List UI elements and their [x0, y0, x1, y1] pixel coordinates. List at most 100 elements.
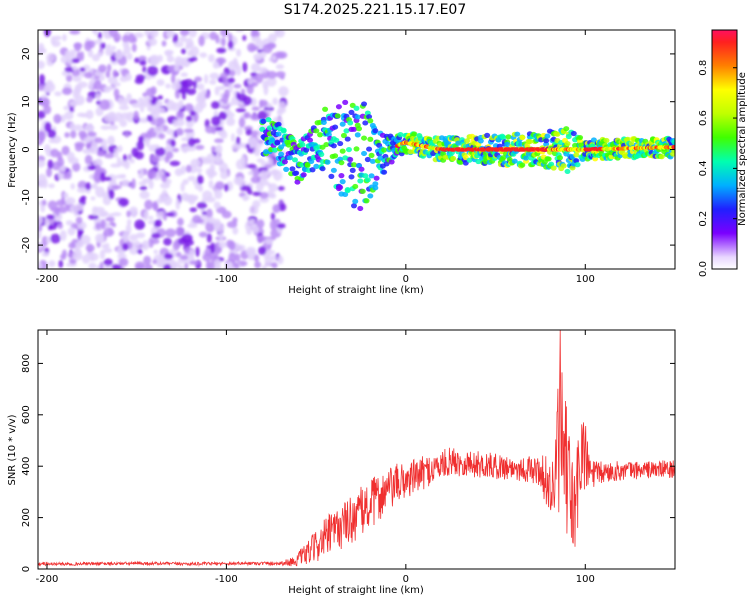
signal-cell	[354, 114, 361, 120]
signal-cell	[353, 146, 360, 152]
signal-cell	[577, 134, 584, 141]
noise-blob	[53, 113, 62, 124]
noise-blob	[226, 112, 235, 119]
signal-cell	[367, 118, 374, 124]
noise-blob	[69, 106, 74, 112]
noise-blob	[230, 133, 236, 142]
noise-blob	[79, 67, 86, 72]
noise-blob	[129, 182, 135, 189]
signal-cell	[523, 155, 530, 161]
noise-blob	[159, 182, 171, 189]
noise-blob	[199, 100, 207, 109]
signal-cell	[367, 193, 374, 199]
noise-blob	[272, 97, 279, 105]
colorbar-ticks: 0.0 0.2 0.4 0.6 0.8	[698, 60, 737, 277]
noise-blob	[206, 153, 216, 165]
signal-cell	[354, 132, 361, 138]
colorbar: 0.0 0.2 0.4 0.6 0.8 Normalized spectral ampl…	[698, 29, 748, 277]
spectrogram-signal	[259, 99, 675, 212]
noise-blob	[277, 186, 285, 191]
noise-blob	[69, 258, 77, 265]
noise-blob	[273, 30, 282, 34]
noise-blob	[96, 150, 105, 157]
noise-blob	[84, 154, 93, 165]
signal-cell	[330, 143, 337, 149]
noise-blob	[226, 221, 238, 228]
noise-blob	[258, 246, 267, 256]
noise-blob	[185, 164, 192, 173]
signal-cell	[545, 156, 552, 162]
signal-cell	[569, 165, 576, 171]
noise-blob	[122, 231, 130, 243]
y-tick-label: -20	[21, 237, 32, 253]
noise-blob	[111, 45, 117, 51]
noise-blob	[87, 131, 97, 137]
signal-cell	[339, 121, 346, 127]
snr-series-line	[38, 330, 675, 567]
noise-blob	[166, 55, 175, 63]
noise-blob	[263, 106, 274, 112]
noise-blob	[65, 200, 73, 205]
snr-y-axis: 0 200 400 600 800	[21, 354, 675, 572]
noise-blob	[228, 60, 240, 71]
noise-blob	[48, 260, 56, 268]
x-tick-label: 100	[576, 274, 595, 285]
noise-blob	[87, 214, 99, 220]
signal-cell	[343, 128, 350, 134]
signal-cell	[283, 166, 290, 172]
noise-blob	[101, 244, 107, 249]
signal-cell	[281, 159, 288, 165]
noise-blob	[187, 223, 198, 229]
noise-blob	[69, 205, 75, 214]
noise-blob	[252, 200, 261, 209]
colorbar-label: Normalized spectral amplitude	[737, 72, 748, 226]
noise-blob	[215, 34, 220, 44]
noise-blob	[275, 71, 286, 78]
noise-blob	[122, 98, 128, 107]
noise-blob	[44, 82, 56, 93]
noise-blob	[141, 240, 150, 251]
noise-blob	[239, 176, 244, 188]
noise-blob	[131, 43, 137, 53]
noise-blob	[253, 254, 260, 263]
signal-cell	[603, 137, 610, 144]
noise-blob	[133, 110, 139, 120]
noise-blob	[72, 124, 83, 131]
noise-blob	[97, 31, 103, 39]
signal-cell	[332, 124, 339, 130]
noise-blob	[158, 133, 166, 140]
signal-cell	[519, 162, 526, 168]
noise-blob	[99, 249, 106, 260]
signal-cell	[339, 148, 346, 154]
noise-blob	[134, 77, 144, 85]
noise-blob	[278, 86, 289, 97]
noise-blob	[84, 124, 95, 132]
noise-blob	[152, 200, 158, 211]
noise-blob	[41, 199, 47, 206]
signal-cell	[352, 198, 359, 204]
noise-blob	[251, 106, 260, 111]
noise-blob	[151, 232, 161, 239]
noise-blob	[122, 41, 130, 48]
noise-blob	[165, 151, 174, 159]
noise-blob	[100, 171, 106, 183]
spectrogram-marks	[38, 30, 675, 269]
noise-blob	[138, 55, 147, 62]
noise-blob	[193, 195, 199, 201]
noise-blob	[236, 127, 243, 136]
signal-cell	[342, 99, 349, 105]
signal-cell	[544, 133, 551, 139]
noise-blob	[64, 66, 76, 73]
noise-blob	[187, 50, 194, 57]
noise-blob	[113, 82, 121, 87]
noise-blob	[67, 227, 76, 236]
noise-blob	[214, 86, 220, 96]
noise-blob	[39, 73, 45, 85]
noise-blob	[171, 82, 182, 91]
noise-blob	[163, 195, 173, 206]
signal-cell	[339, 179, 346, 185]
signal-cell	[369, 158, 376, 164]
noise-blob	[251, 30, 259, 37]
noise-blob	[273, 170, 283, 181]
noise-blob	[199, 52, 208, 58]
